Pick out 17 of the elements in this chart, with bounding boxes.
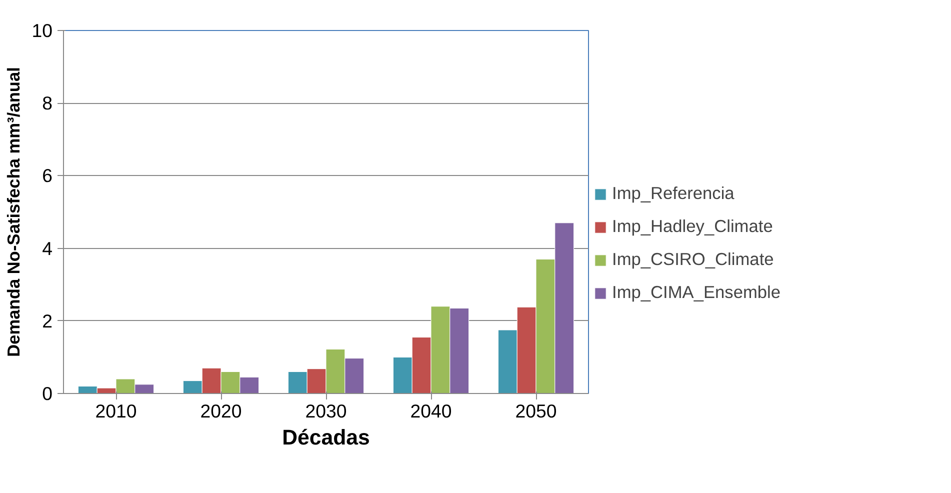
legend-label: Imp_CSIRO_Climate: [612, 249, 774, 270]
legend-label: Imp_Referencia: [612, 183, 734, 204]
x-tick-label: 2050: [515, 400, 557, 422]
x-tick-label: 2040: [410, 400, 452, 422]
legend-label: Imp_Hadley_Climate: [612, 216, 773, 237]
x-tick-label: 2020: [200, 400, 242, 422]
x-axis-title: Décadas: [282, 426, 370, 450]
y-tick-label: 2: [42, 310, 53, 332]
x-tick-label: 2010: [95, 400, 137, 422]
y-tick-label: 10: [32, 20, 53, 41]
legend-label: Imp_CIMA_Ensemble: [612, 282, 781, 303]
y-tick-label: 0: [42, 383, 53, 404]
x-tick-label: 2030: [305, 400, 347, 422]
y-tick-label: 6: [42, 165, 53, 186]
y-tick-label: 8: [42, 92, 53, 114]
y-axis-title: Demanda No-Satisfecha mm³/anual: [4, 67, 24, 357]
y-tick-label: 4: [42, 238, 53, 259]
